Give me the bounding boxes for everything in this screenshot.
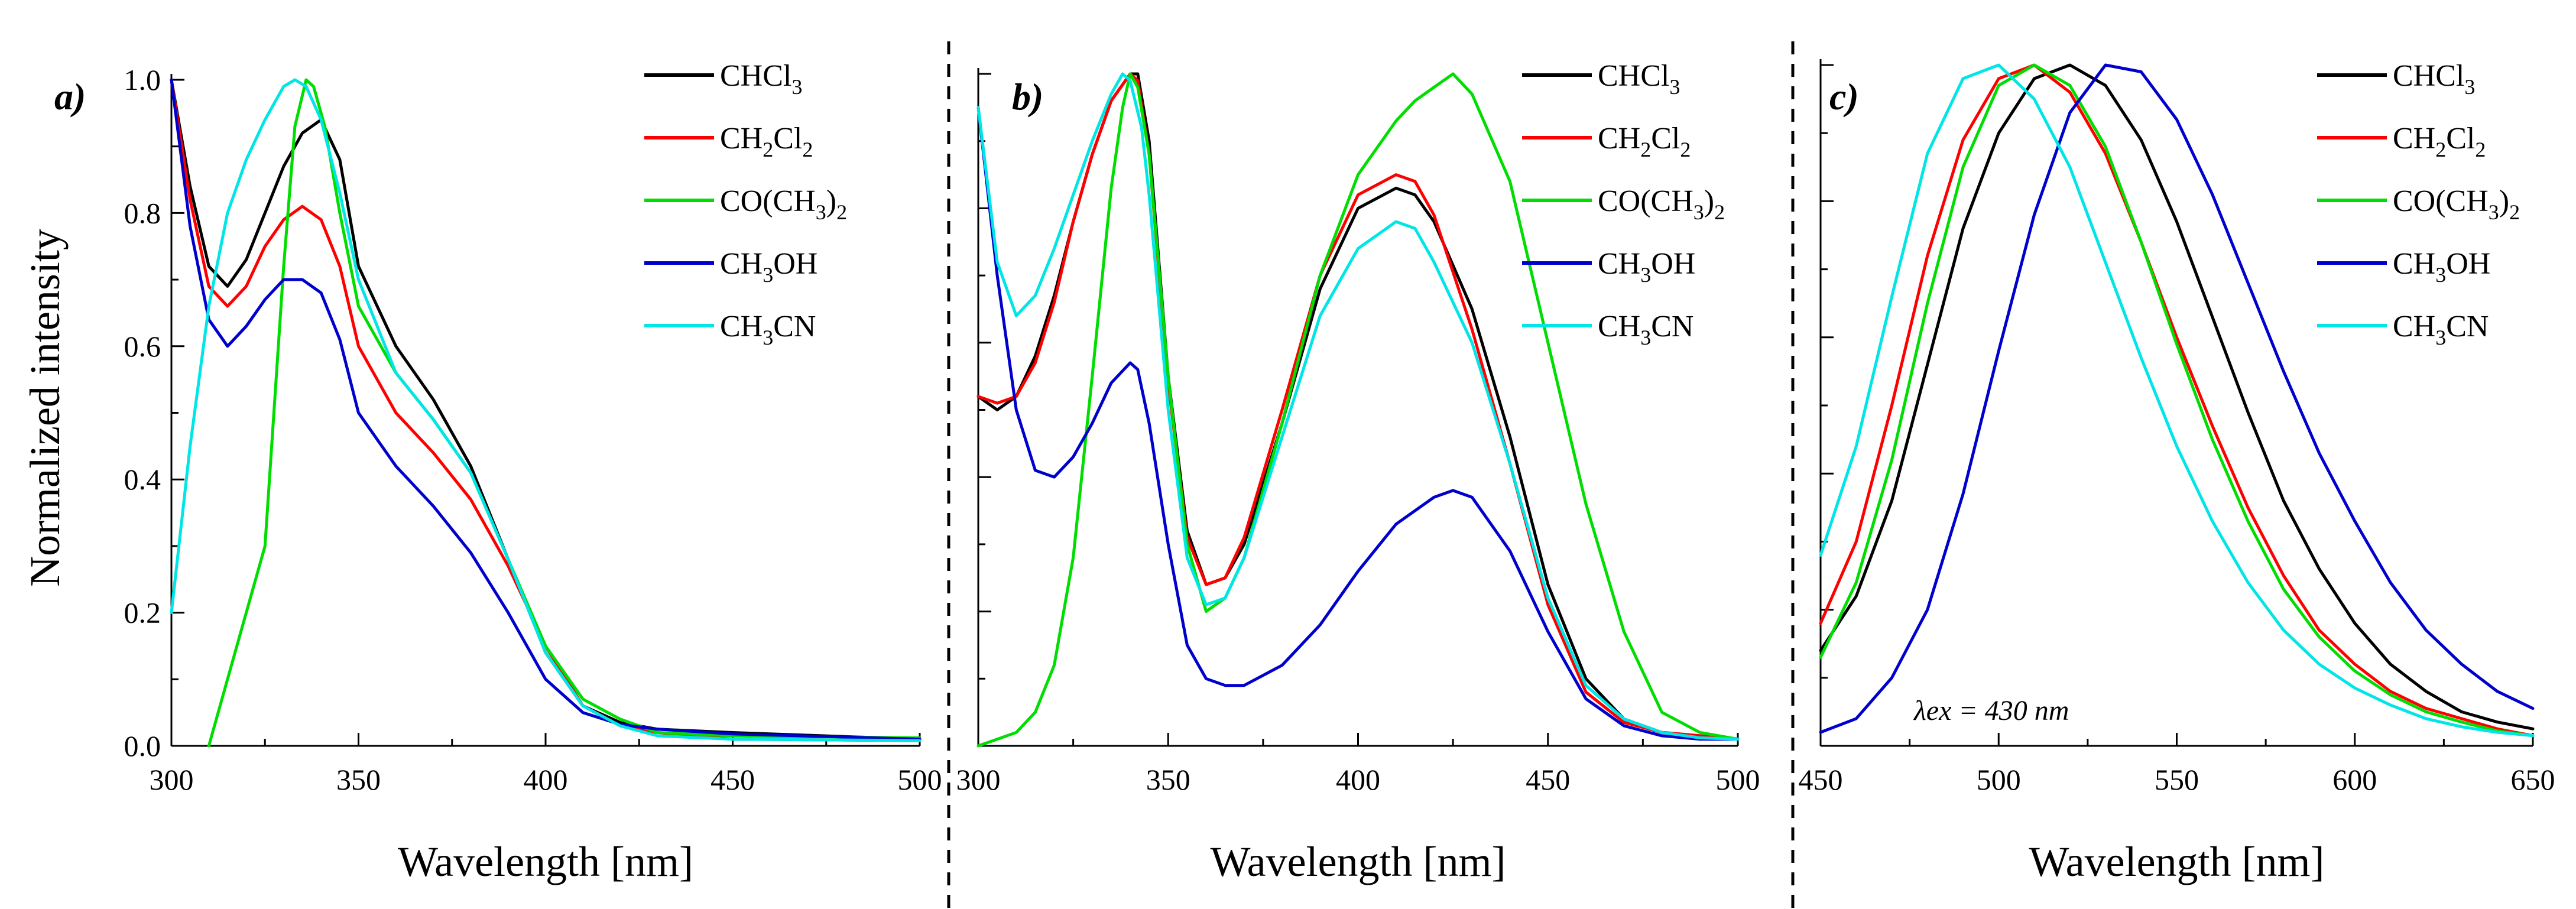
panel-a: 300 350 400 450 500 0.0 0.2 0.4 0.6 0.8 1.0 Wavelen… <box>54 59 942 885</box>
legend-label: CH2Cl2 <box>720 122 813 161</box>
x-axis-title: Wavelength [nm] <box>1210 838 1506 885</box>
x-tick-label: 400 <box>1336 763 1380 796</box>
series-line-ch3cn <box>1819 63 2535 738</box>
x-tick-label: 650 <box>2511 763 2555 796</box>
legend-label: CH3OH <box>720 247 817 287</box>
legend-label: CH2Cl2 <box>1598 122 1691 161</box>
x-tick-label: 300 <box>150 763 194 796</box>
panel-c: 450 500 550 600 650 Wavelength [nm] c) CHCl3 CH2… <box>1799 59 2555 885</box>
excitation-annotation: λex = 430 nm <box>1913 695 2069 726</box>
legend-label: CH3CN <box>1598 310 1694 349</box>
x-tick-label: 350 <box>1146 763 1190 796</box>
y-tick-label: 0.0 <box>124 729 161 762</box>
series-line-ch3cn <box>976 72 1740 741</box>
legend-label: CO(CH3)2 <box>720 184 847 224</box>
x-tick-label: 450 <box>1526 763 1570 796</box>
x-axis-title: Wavelength [nm] <box>398 838 693 885</box>
y-tick-label: 0.6 <box>124 330 161 363</box>
legend-label: CH3OH <box>1598 247 1695 287</box>
series-line-coch32 <box>1819 63 2535 738</box>
legend-label: CH3CN <box>2393 310 2489 349</box>
series-line-chcl3 <box>170 78 922 741</box>
series-line-chcl3 <box>1819 63 2535 731</box>
series-line-ch2cl2 <box>170 78 922 742</box>
x-tick-label: 450 <box>1799 763 1843 796</box>
x-axis-title: Wavelength [nm] <box>2029 838 2324 885</box>
series-line-ch3oh <box>170 78 922 741</box>
series-line-coch32 <box>207 78 922 748</box>
series-line-ch3oh <box>1819 63 2535 734</box>
y-tick-label: 1.0 <box>124 63 161 96</box>
series-line-ch2cl2 <box>1819 63 2535 738</box>
y-tick-label: 0.2 <box>124 596 161 629</box>
legend-label: CH3CN <box>720 310 816 349</box>
series-line-ch3oh <box>976 106 1740 741</box>
legend-label: CHCl3 <box>1598 59 1680 99</box>
x-tick-label: 500 <box>1716 763 1760 796</box>
panel-tag: a) <box>54 76 86 118</box>
legend-label: CHCl3 <box>720 59 802 99</box>
y-tick-label: 0.8 <box>124 196 161 229</box>
x-tick-label: 600 <box>2332 763 2377 796</box>
x-tick-label: 550 <box>2155 763 2199 796</box>
x-tick-label: 300 <box>956 763 1001 796</box>
legend-label: CH2Cl2 <box>2393 122 2486 161</box>
legend-label: CO(CH3)2 <box>2393 184 2520 224</box>
x-tick-label: 400 <box>524 763 568 796</box>
panel-tag: c) <box>1829 76 1859 118</box>
panel-tag: b) <box>1012 76 1043 118</box>
series-line-coch32 <box>976 72 1740 748</box>
legend-label: CH3OH <box>2393 247 2490 287</box>
series-line-ch2cl2 <box>976 72 1740 741</box>
y-tick-label: 0.4 <box>124 463 161 496</box>
x-tick-label: 500 <box>1977 763 2021 796</box>
series-line-ch3cn <box>170 78 922 742</box>
legend-label: CO(CH3)2 <box>1598 184 1725 224</box>
x-tick-label: 500 <box>898 763 942 796</box>
legend-label: CHCl3 <box>2393 59 2475 99</box>
x-tick-label: 450 <box>710 763 755 796</box>
x-tick-label: 350 <box>336 763 381 796</box>
panel-b: 300 350 400 450 500 Wavelength [nm] b) CHCl3 CH2… <box>956 59 1760 885</box>
y-axis-title: Normalized intensity <box>21 229 69 587</box>
